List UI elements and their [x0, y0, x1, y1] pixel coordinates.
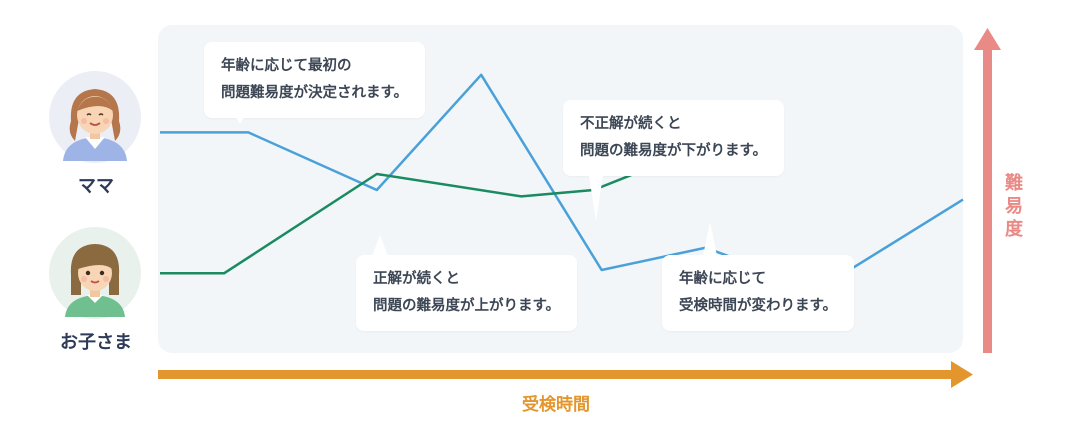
- y-axis-label-char: 難: [1005, 173, 1023, 194]
- child-avatar: [49, 227, 141, 319]
- callout-line: 年齢に応じて: [679, 271, 766, 287]
- callout-line: 問題の難易度が上がります。: [373, 298, 561, 314]
- mother-label: ママ: [78, 176, 114, 197]
- callout-difficulty-up: 正解が続くと 問題の難易度が上がります。: [356, 255, 578, 331]
- x-axis-label: 受検時間: [522, 395, 590, 415]
- callout-line: 不正解が続くと: [580, 116, 682, 132]
- callout-tail: [703, 222, 717, 256]
- callout-line: 正解が続くと: [373, 271, 460, 287]
- y-axis-label: 難 易 度: [1001, 172, 1027, 241]
- callout-tail: [232, 110, 248, 124]
- callout-line: 受検時間が変わります。: [679, 298, 838, 314]
- callout-tail: [372, 235, 388, 256]
- child-avatar-icon: [49, 227, 141, 319]
- y-axis-label-char: 易: [1005, 196, 1023, 217]
- callout-line: 問題難易度が決定されます。: [221, 85, 409, 101]
- callout-line: 問題の難易度が下がります。: [580, 143, 768, 159]
- callout-time-varies: 年齢に応じて 受検時間が変わります。: [662, 255, 855, 331]
- child-label: お子さま: [60, 332, 132, 353]
- mother-line-segment: [160, 73, 707, 272]
- child-line-segment: [160, 144, 707, 275]
- callout-difficulty-down: 不正解が続くと 問題の難易度が下がります。: [563, 100, 785, 176]
- y-axis-arrow: [974, 28, 1001, 353]
- y-axis-label-char: 度: [1005, 219, 1023, 240]
- mother-avatar-icon: [49, 71, 141, 163]
- callout-initial-difficulty: 年齢に応じて最初の 問題難易度が決定されます。: [204, 42, 426, 118]
- callout-tail: [588, 169, 604, 221]
- callout-line: 年齢に応じて最初の: [221, 58, 352, 74]
- mother-avatar: [49, 71, 141, 163]
- x-axis-arrow: [158, 361, 973, 388]
